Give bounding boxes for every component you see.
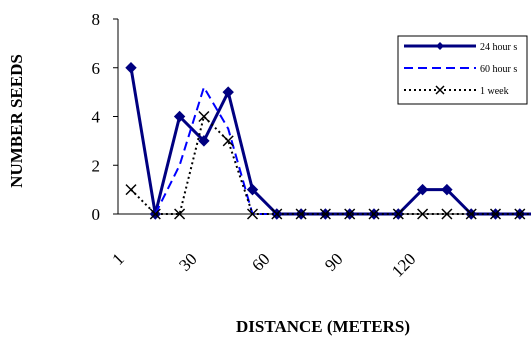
data-point-marker: [489, 208, 502, 220]
legend-label: 60 hour s: [480, 64, 517, 75]
legend-label: 1 week: [480, 86, 509, 97]
data-point-marker: [222, 86, 234, 98]
legend-label: 24 hour s: [480, 42, 517, 53]
data-point-marker: [368, 208, 380, 220]
x-tick-label: 30: [175, 249, 200, 274]
x-tick-label: 1: [108, 249, 127, 268]
y-tick-label: 0: [92, 205, 101, 224]
y-tick-label: 8: [92, 10, 101, 29]
y-axis-title: NUMBER SEEDS: [7, 54, 26, 188]
data-point-marker: [174, 208, 186, 220]
chart-legend: 24 hour s 60 hour s 1 week: [397, 35, 528, 105]
x-tick-label: 120: [388, 249, 419, 280]
series-line: [130, 114, 531, 215]
y-tick-labels: 0 2 4 6 8: [92, 10, 101, 224]
data-point-marker: [198, 135, 210, 147]
legend-entry: 1 week: [404, 85, 509, 97]
data-point-marker: [416, 183, 429, 196]
data-point-marker: [246, 183, 259, 196]
series-2: [154, 84, 277, 215]
data-point-marker: [222, 135, 234, 147]
series-line: [154, 84, 277, 215]
y-tick-label: 6: [92, 59, 101, 78]
data-point-marker: [125, 184, 137, 196]
data-point-marker: [514, 208, 526, 220]
data-point-marker: [441, 208, 453, 220]
y-tick-label: 2: [92, 156, 101, 175]
x-tick-labels: 1306090120180: [108, 249, 419, 280]
x-tick-label: 60: [248, 249, 273, 274]
data-point-marker: [198, 110, 210, 123]
y-tick-label: 4: [92, 108, 101, 127]
data-point-marker: [149, 208, 161, 220]
data-point-marker: [271, 208, 283, 220]
x-axis-title: DISTANCE (METERS): [236, 317, 410, 336]
data-point-marker: [125, 62, 137, 74]
series-3: [125, 110, 531, 220]
data-point-marker: [392, 208, 404, 220]
legend-entry: 60 hour s: [404, 64, 517, 75]
x-tick-label: 90: [321, 249, 346, 274]
data-point-marker: [295, 208, 307, 220]
data-point-marker: [465, 208, 477, 220]
chart-series: [125, 62, 531, 220]
data-point-marker: [344, 208, 356, 220]
data-point-marker: [246, 208, 259, 220]
data-point-marker: [441, 183, 453, 196]
legend-entry: 24 hour s: [404, 42, 517, 53]
data-point-marker: [173, 110, 186, 123]
data-point-marker: [417, 208, 429, 220]
data-point-marker: [319, 208, 331, 220]
